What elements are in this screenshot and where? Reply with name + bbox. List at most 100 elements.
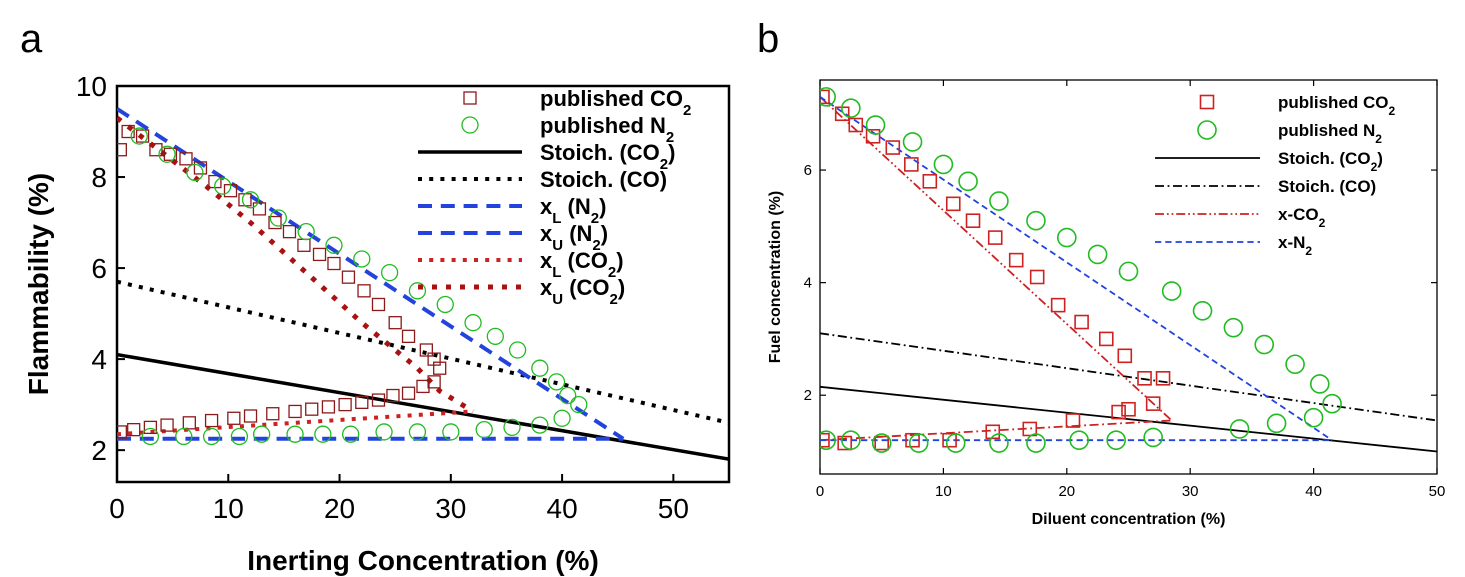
- data-point-circle: [408, 282, 427, 300]
- series-line-2: [117, 352, 729, 461]
- data-point-circle: [486, 327, 504, 345]
- data-point-circle: [989, 433, 1009, 453]
- x-tick-label: 50: [658, 493, 689, 524]
- legend-label: x-N2: [1278, 233, 1312, 258]
- legend-label: published N2: [540, 113, 674, 146]
- x-tick-label: 0: [816, 483, 824, 500]
- data-point-circle: [503, 418, 521, 437]
- panel-label-b: b: [757, 17, 779, 61]
- data-point-square: [163, 147, 178, 161]
- x-tick-label: 30: [1182, 483, 1199, 500]
- y-tick-label: 2: [91, 435, 107, 466]
- data-point-circle: [214, 177, 232, 195]
- data-point-circle: [130, 127, 148, 145]
- data-point-circle: [175, 427, 193, 446]
- data-point-circle: [531, 416, 549, 434]
- data-point-square: [388, 316, 402, 330]
- data-point-square: [1117, 348, 1133, 364]
- data-point-square: [1098, 331, 1114, 347]
- y-tick-label: 6: [91, 253, 107, 284]
- data-point-square: [965, 213, 981, 229]
- data-point-square: [1008, 252, 1024, 268]
- data-point-square: [117, 143, 127, 157]
- data-point-square: [1155, 371, 1171, 386]
- data-point-square: [401, 329, 416, 343]
- data-point-square: [985, 424, 1001, 440]
- data-point-circle: [269, 209, 287, 227]
- data-point-square: [204, 413, 219, 428]
- data-point-circle: [945, 433, 966, 453]
- data-point-square: [1065, 413, 1081, 428]
- data-point-circle: [1229, 419, 1250, 439]
- x-tick-label: 20: [324, 493, 355, 524]
- data-point-square: [820, 89, 830, 105]
- plot-area: [117, 107, 729, 461]
- legend-label: Stoich. (CO2): [1278, 149, 1383, 174]
- data-point-square: [357, 284, 371, 298]
- series-line-6: [820, 96, 1333, 441]
- data-point-circle: [342, 425, 360, 443]
- x-tick-label: 10: [213, 493, 244, 524]
- data-point-circle: [570, 395, 588, 414]
- panel-label-a: a: [20, 17, 43, 61]
- data-point-circle: [841, 430, 861, 451]
- plot-frame: [115, 84, 731, 484]
- data-point-square: [238, 193, 252, 207]
- data-point-square: [371, 393, 386, 407]
- data-point-circle: [1087, 244, 1108, 265]
- data-point-circle: [1285, 354, 1305, 375]
- data-point-circle: [547, 373, 566, 391]
- data-point-circle: [1266, 413, 1287, 434]
- data-point-circle: [908, 433, 929, 453]
- data-point-square: [922, 174, 938, 189]
- x-tick-label: 50: [1429, 483, 1446, 500]
- data-point-circle: [436, 295, 454, 314]
- data-point-square: [312, 247, 327, 262]
- data-point-circle: [442, 423, 460, 441]
- legend-label: x-CO2: [1278, 205, 1326, 230]
- data-point-square: [117, 425, 127, 439]
- data-point-square: [193, 161, 208, 175]
- series-line-3: [117, 279, 729, 425]
- data-point-circle: [958, 171, 978, 192]
- series-line-5: [117, 107, 625, 441]
- chart-b: 0 10 20 30 40 50 2 4 6 Diluent concentration (%) F…: [767, 79, 1446, 528]
- data-point-square: [905, 432, 920, 448]
- data-point-circle: [186, 163, 204, 182]
- data-point-circle: [230, 427, 249, 446]
- data-point-circle: [933, 154, 954, 175]
- series-line-6: [117, 409, 474, 437]
- legend-marker: [1197, 120, 1217, 140]
- data-point-circle: [989, 191, 1009, 211]
- data-point-square: [127, 423, 141, 437]
- data-point-circle: [1192, 300, 1213, 321]
- y-axis-label: Flammability (%): [23, 173, 54, 395]
- legend-label: published CO2: [1278, 93, 1396, 118]
- data-point-circle: [141, 427, 160, 446]
- data-point-circle: [464, 314, 482, 332]
- data-point-circle: [820, 87, 836, 107]
- data-point-square: [160, 418, 174, 432]
- data-point-square: [305, 402, 319, 416]
- legend-label: published CO2: [540, 86, 691, 119]
- data-point-square: [355, 395, 369, 409]
- legend-label: Stoich. (CO): [1278, 177, 1376, 196]
- data-point-circle: [559, 386, 577, 405]
- y-tick-label: 4: [804, 275, 812, 292]
- data-point-circle: [408, 423, 427, 441]
- data-point-circle: [841, 98, 861, 118]
- data-point-square: [1137, 371, 1152, 386]
- data-point-circle: [314, 425, 332, 443]
- legend-marker: [1199, 94, 1215, 110]
- data-point-circle: [508, 341, 527, 359]
- data-point-circle: [297, 223, 315, 241]
- data-point-square: [252, 202, 267, 216]
- legend-label: xL (CO2): [540, 248, 624, 281]
- data-point-circle: [475, 421, 493, 439]
- data-point-square: [327, 256, 341, 271]
- data-point-square: [182, 416, 196, 430]
- data-point-circle: [1322, 393, 1342, 414]
- data-point-square: [243, 409, 258, 423]
